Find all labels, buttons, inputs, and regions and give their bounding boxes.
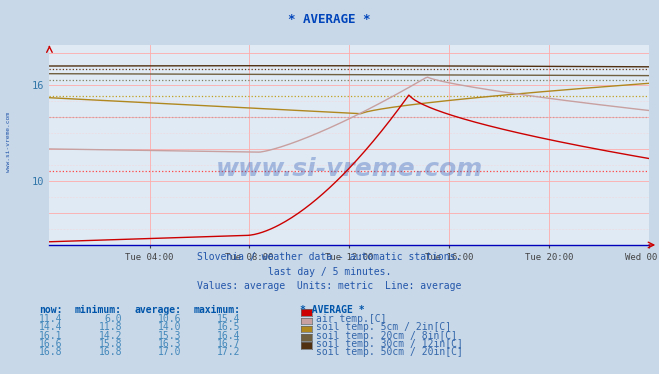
Text: minimum:: minimum:	[75, 305, 122, 315]
Text: 16.8: 16.8	[39, 347, 63, 357]
Text: soil temp. 20cm / 8in[C]: soil temp. 20cm / 8in[C]	[316, 331, 457, 341]
Text: Slovenia / weather data - automatic stations.: Slovenia / weather data - automatic stat…	[197, 252, 462, 263]
Text: 15.3: 15.3	[158, 331, 181, 341]
Text: soil temp. 50cm / 20in[C]: soil temp. 50cm / 20in[C]	[316, 347, 463, 357]
Text: 6.0: 6.0	[104, 314, 122, 324]
Text: 16.3: 16.3	[158, 339, 181, 349]
Text: 14.4: 14.4	[39, 322, 63, 332]
Text: 16.1: 16.1	[39, 331, 63, 341]
Text: www.si-vreme.com: www.si-vreme.com	[215, 157, 483, 181]
Text: maximum:: maximum:	[194, 305, 241, 315]
Text: average:: average:	[134, 305, 181, 315]
Text: soil temp. 5cm / 2in[C]: soil temp. 5cm / 2in[C]	[316, 322, 451, 332]
Text: 17.0: 17.0	[158, 347, 181, 357]
Text: 14.0: 14.0	[158, 322, 181, 332]
Text: soil temp. 30cm / 12in[C]: soil temp. 30cm / 12in[C]	[316, 339, 463, 349]
Text: now:: now:	[39, 305, 63, 315]
Text: air temp.[C]: air temp.[C]	[316, 314, 386, 324]
Text: 16.7: 16.7	[217, 339, 241, 349]
Text: Values: average  Units: metric  Line: average: Values: average Units: metric Line: aver…	[197, 281, 462, 291]
Text: 11.4: 11.4	[39, 314, 63, 324]
Text: 15.4: 15.4	[217, 314, 241, 324]
Text: 16.5: 16.5	[217, 322, 241, 332]
Text: last day / 5 minutes.: last day / 5 minutes.	[268, 267, 391, 277]
Text: 16.4: 16.4	[217, 331, 241, 341]
Text: 17.2: 17.2	[217, 347, 241, 357]
Text: 14.2: 14.2	[98, 331, 122, 341]
Text: * AVERAGE *: * AVERAGE *	[300, 305, 364, 315]
Text: 16.6: 16.6	[39, 339, 63, 349]
Text: 16.8: 16.8	[98, 347, 122, 357]
Text: * AVERAGE *: * AVERAGE *	[288, 13, 371, 26]
Text: 10.6: 10.6	[158, 314, 181, 324]
Text: www.si-vreme.com: www.si-vreme.com	[6, 112, 11, 172]
Text: 11.8: 11.8	[98, 322, 122, 332]
Text: 15.8: 15.8	[98, 339, 122, 349]
